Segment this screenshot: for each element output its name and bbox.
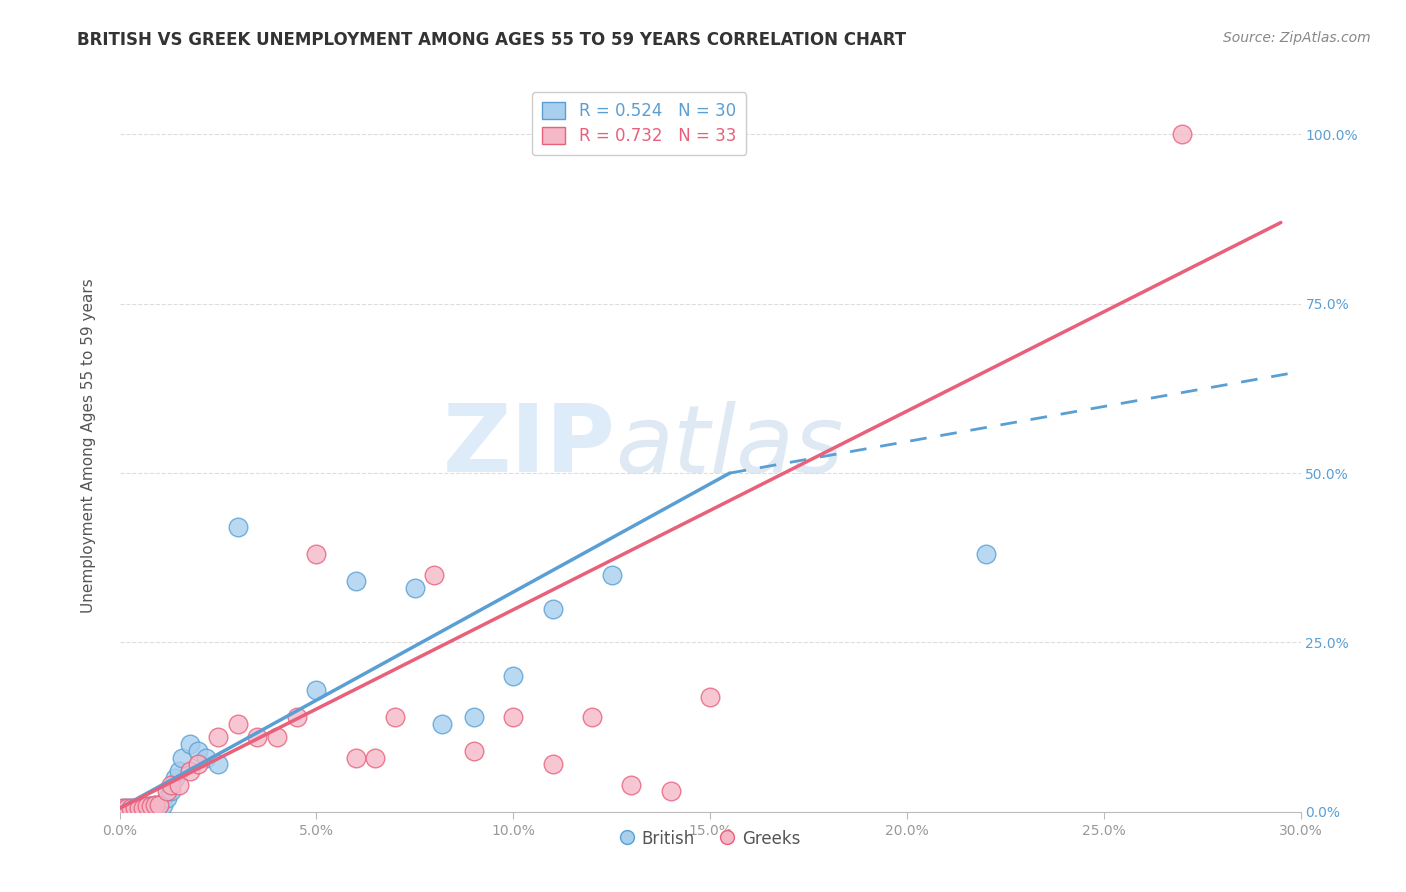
Point xyxy=(404,581,426,595)
Point xyxy=(207,730,229,744)
Point xyxy=(226,520,249,534)
Legend: British, Greeks: British, Greeks xyxy=(613,823,807,855)
Point xyxy=(463,710,485,724)
Point xyxy=(344,750,367,764)
Point xyxy=(226,716,249,731)
Text: ZIP: ZIP xyxy=(443,400,616,492)
Point xyxy=(136,799,159,814)
Point xyxy=(581,710,603,724)
Point xyxy=(344,574,367,589)
Point xyxy=(187,757,209,772)
Point xyxy=(541,757,564,772)
Point xyxy=(167,764,190,778)
Point xyxy=(152,797,174,812)
Point xyxy=(120,801,142,815)
Point xyxy=(128,801,150,815)
Point xyxy=(112,801,135,815)
Point xyxy=(159,784,181,798)
Text: BRITISH VS GREEK UNEMPLOYMENT AMONG AGES 55 TO 59 YEARS CORRELATION CHART: BRITISH VS GREEK UNEMPLOYMENT AMONG AGES… xyxy=(77,31,907,49)
Point xyxy=(1171,128,1194,142)
Point xyxy=(207,757,229,772)
Point xyxy=(364,750,387,764)
Point xyxy=(136,799,159,814)
Point xyxy=(600,567,623,582)
Point xyxy=(156,784,179,798)
Point xyxy=(148,797,170,812)
Point xyxy=(156,791,179,805)
Point xyxy=(305,682,328,697)
Point xyxy=(132,801,155,815)
Point xyxy=(120,801,142,815)
Point xyxy=(179,737,201,751)
Point xyxy=(139,799,162,814)
Point xyxy=(305,547,328,561)
Point xyxy=(163,771,186,785)
Point xyxy=(117,801,139,815)
Point xyxy=(502,710,524,724)
Point xyxy=(541,601,564,615)
Point xyxy=(124,801,146,815)
Point xyxy=(246,730,269,744)
Point xyxy=(502,669,524,683)
Text: Source: ZipAtlas.com: Source: ZipAtlas.com xyxy=(1223,31,1371,45)
Point xyxy=(132,801,155,815)
Y-axis label: Unemployment Among Ages 55 to 59 years: Unemployment Among Ages 55 to 59 years xyxy=(82,278,96,614)
Point xyxy=(285,710,308,724)
Point xyxy=(179,764,201,778)
Point xyxy=(124,801,146,815)
Point xyxy=(620,778,643,792)
Point xyxy=(187,744,209,758)
Point xyxy=(659,784,682,798)
Point xyxy=(195,750,218,764)
Point xyxy=(167,778,190,792)
Point xyxy=(143,797,166,812)
Point xyxy=(112,801,135,815)
Point xyxy=(139,799,162,814)
Point xyxy=(172,750,194,764)
Point xyxy=(266,730,288,744)
Point xyxy=(432,716,454,731)
Point xyxy=(117,801,139,815)
Point xyxy=(699,690,721,704)
Point xyxy=(463,744,485,758)
Point xyxy=(384,710,406,724)
Point xyxy=(159,778,181,792)
Point xyxy=(974,547,997,561)
Point xyxy=(143,797,166,812)
Point xyxy=(423,567,446,582)
Point xyxy=(148,797,170,812)
Point xyxy=(128,801,150,815)
Text: atlas: atlas xyxy=(616,401,844,491)
